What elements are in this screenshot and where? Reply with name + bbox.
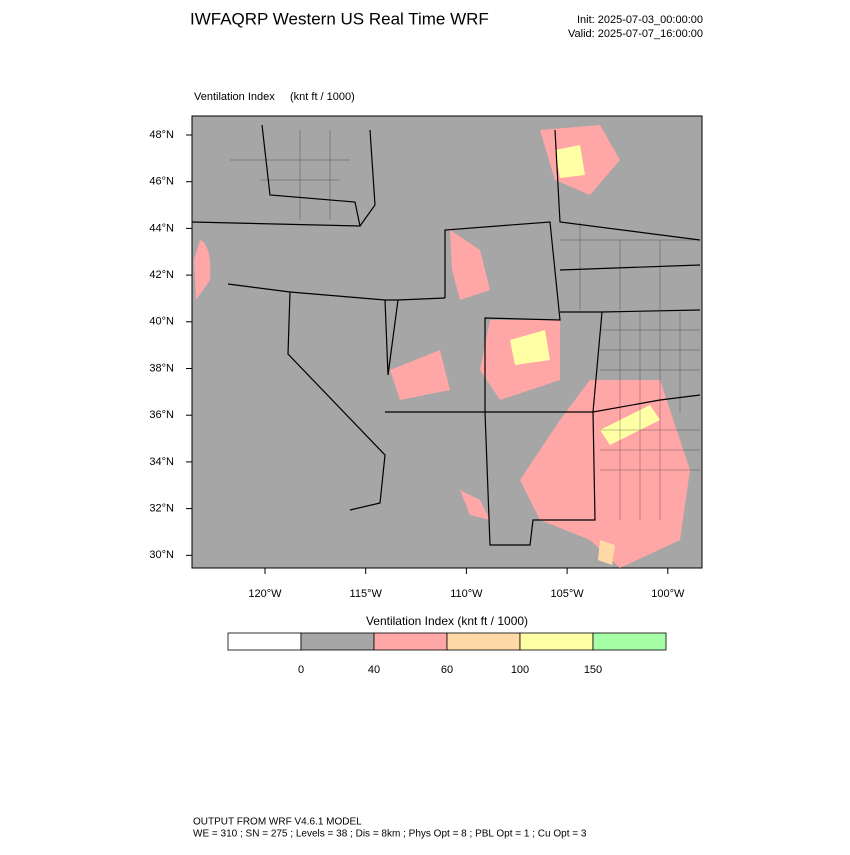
colorbar-box xyxy=(373,632,448,651)
lat-label: 30°N xyxy=(149,549,174,561)
field-shading-high xyxy=(510,145,660,565)
lat-label: 44°N xyxy=(149,222,174,234)
colorbar-box xyxy=(300,632,375,651)
colorbar-tick-label: 0 xyxy=(298,664,304,676)
footer-line: OUTPUT FROM WRF V4.6.1 MODEL xyxy=(193,817,362,828)
lat-label: 40°N xyxy=(149,316,174,328)
footer-line: WE = 310 ; SN = 275 ; Levels = 38 ; Dis … xyxy=(193,829,587,840)
lon-label: 120°W xyxy=(248,588,282,600)
map xyxy=(191,115,703,569)
colorbar-tick-label: 100 xyxy=(511,664,529,676)
lat-label: 36°N xyxy=(149,409,174,421)
colorbar-title: Ventilation Index (knt ft / 1000) xyxy=(366,614,528,628)
lon-label: 105°W xyxy=(551,588,585,600)
colorbar-tick-label: 60 xyxy=(441,664,453,676)
colorbar: 0 40 60 100 150 xyxy=(227,632,667,676)
field-shading xyxy=(194,125,690,568)
init-time: Init: 2025-07-03_00:00:00 xyxy=(577,14,703,26)
lat-label: 32°N xyxy=(149,503,174,515)
colorbar-box xyxy=(446,632,521,651)
colorbar-box xyxy=(519,632,594,651)
lat-label: 42°N xyxy=(149,269,174,281)
colorbar-tick-label: 150 xyxy=(584,664,602,676)
lat-label: 38°N xyxy=(149,362,174,374)
colorbar-tick-label: 40 xyxy=(368,664,380,676)
colorbar-box xyxy=(227,632,302,651)
map-title: Ventilation Index xyxy=(194,91,275,103)
lon-label: 110°W xyxy=(450,588,483,600)
lon-label: 115°W xyxy=(350,588,383,600)
lat-label: 34°N xyxy=(149,456,174,468)
lat-label: 46°N xyxy=(149,176,174,188)
lat-labels: 48°N 46°N 44°N 42°N 40°N 38°N 36°N 34°N 32°N 30°N xyxy=(149,129,192,561)
colorbar-box xyxy=(592,632,667,651)
title: IWFAQRP Western US Real Time WRF xyxy=(190,9,489,28)
lon-label: 100°W xyxy=(651,588,685,600)
valid-time: Valid: 2025-07-07_16:00:00 xyxy=(568,28,703,40)
lon-labels: 120°W 115°W 110°W 105°W 100°W xyxy=(248,568,685,600)
state-borders xyxy=(191,124,701,546)
lat-label: 48°N xyxy=(149,129,174,141)
map-units: (knt ft / 1000) xyxy=(290,91,355,103)
county-borders xyxy=(230,130,700,520)
